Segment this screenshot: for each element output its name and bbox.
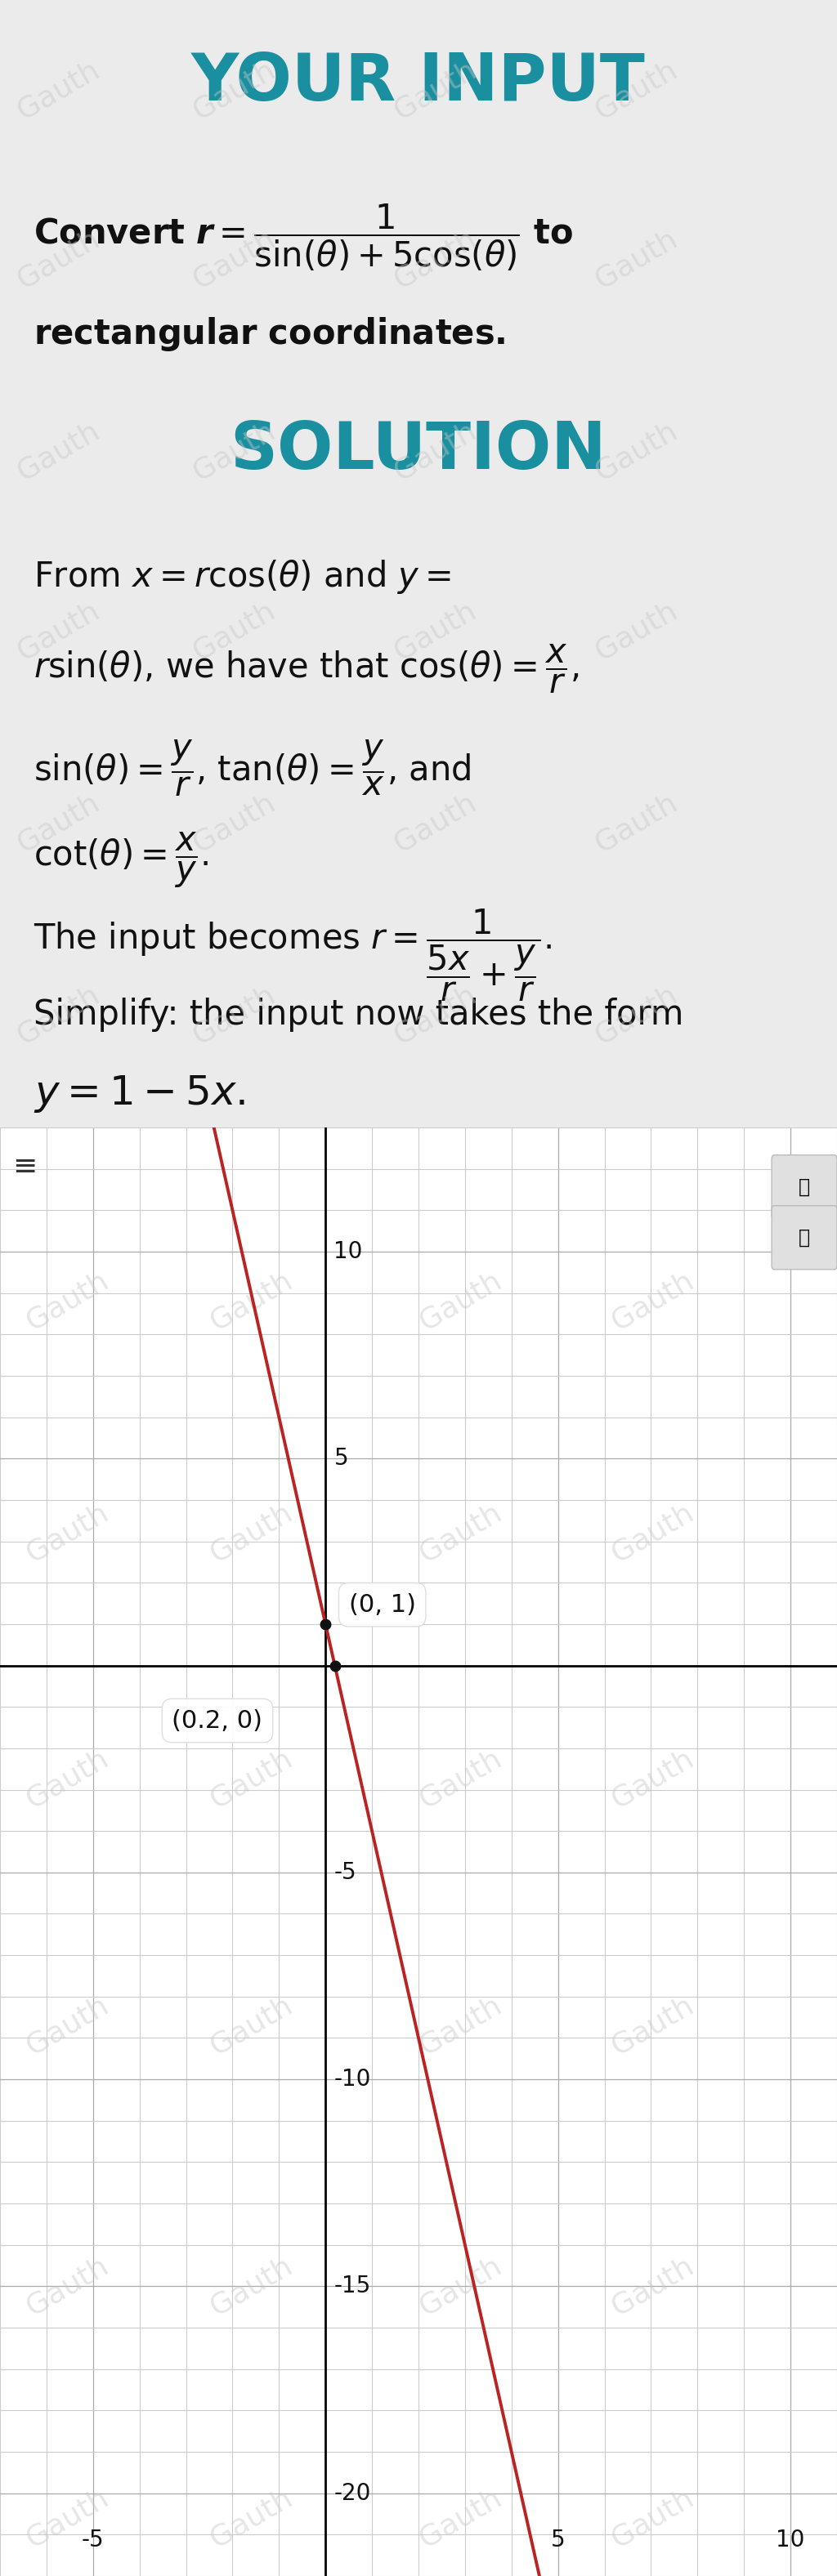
Text: Gauth: Gauth xyxy=(389,981,481,1048)
Text: Gauth: Gauth xyxy=(13,788,105,858)
Text: Gauth: Gauth xyxy=(389,417,481,484)
Text: Gauth: Gauth xyxy=(414,2251,506,2321)
Text: (0.2, 0): (0.2, 0) xyxy=(172,1708,263,1734)
Text: Simplify: the input now takes the form: Simplify: the input now takes the form xyxy=(33,997,684,1033)
Text: From $x = r\cos(\theta)$ and $y =$: From $x = r\cos(\theta)$ and $y =$ xyxy=(33,559,451,595)
Text: Gauth: Gauth xyxy=(590,598,682,665)
Text: 🏠: 🏠 xyxy=(798,1229,810,1247)
Text: The input becomes $r = \dfrac{1}{\dfrac{5x}{r}+\dfrac{y}{r}}$.: The input becomes $r = \dfrac{1}{\dfrac{… xyxy=(33,907,552,1002)
Text: Gauth: Gauth xyxy=(414,2483,506,2553)
Text: Gauth: Gauth xyxy=(205,1991,297,2061)
Text: Gauth: Gauth xyxy=(21,1499,113,1569)
Text: Gauth: Gauth xyxy=(607,1499,699,1569)
Text: Gauth: Gauth xyxy=(590,57,682,124)
FancyBboxPatch shape xyxy=(772,1154,837,1218)
Text: -20: -20 xyxy=(334,2481,371,2504)
Text: Gauth: Gauth xyxy=(21,2251,113,2321)
Text: Gauth: Gauth xyxy=(389,788,481,858)
Text: 10: 10 xyxy=(334,1239,362,1262)
Text: Gauth: Gauth xyxy=(205,1744,297,1814)
Text: Gauth: Gauth xyxy=(607,1744,699,1814)
Text: 5: 5 xyxy=(551,2527,565,2550)
Text: Gauth: Gauth xyxy=(607,2251,699,2321)
Text: -15: -15 xyxy=(334,2275,371,2298)
Text: Gauth: Gauth xyxy=(21,1267,113,1337)
Text: 10: 10 xyxy=(776,2527,805,2550)
Text: $\cot(\theta) = \dfrac{x}{y}$.: $\cot(\theta) = \dfrac{x}{y}$. xyxy=(33,832,208,889)
Text: Gauth: Gauth xyxy=(590,224,682,294)
Text: Gauth: Gauth xyxy=(188,598,280,665)
Text: Gauth: Gauth xyxy=(414,1267,506,1337)
Text: Gauth: Gauth xyxy=(13,598,105,665)
Text: Gauth: Gauth xyxy=(188,57,280,124)
Text: Gauth: Gauth xyxy=(607,2483,699,2553)
Text: Gauth: Gauth xyxy=(590,788,682,858)
Text: $y = 1 - 5x.$: $y = 1 - 5x.$ xyxy=(33,1074,245,1115)
Text: -5: -5 xyxy=(82,2527,105,2550)
Text: Gauth: Gauth xyxy=(389,598,481,665)
Text: Gauth: Gauth xyxy=(21,2483,113,2553)
Text: $\mathbf{rectangular\ coordinates.}$: $\mathbf{rectangular\ coordinates.}$ xyxy=(33,317,506,353)
Text: Gauth: Gauth xyxy=(13,224,105,294)
Text: 🔧: 🔧 xyxy=(798,1177,810,1198)
Text: 5: 5 xyxy=(334,1448,348,1471)
Text: $\mathbf{Convert}\ \boldsymbol{r} = \dfrac{1}{\sin(\theta)+5\cos(\theta)}\ \math: $\mathbf{Convert}\ \boldsymbol{r} = \dfr… xyxy=(33,204,573,273)
Text: (0, 1): (0, 1) xyxy=(349,1592,416,1618)
Text: Gauth: Gauth xyxy=(188,224,280,294)
Text: Gauth: Gauth xyxy=(13,417,105,484)
Text: Gauth: Gauth xyxy=(21,1744,113,1814)
Text: Gauth: Gauth xyxy=(389,224,481,294)
Text: Gauth: Gauth xyxy=(590,981,682,1048)
Text: Gauth: Gauth xyxy=(205,2251,297,2321)
Text: -10: -10 xyxy=(334,2069,371,2092)
Text: Gauth: Gauth xyxy=(205,1499,297,1569)
Text: Gauth: Gauth xyxy=(414,1991,506,2061)
Text: $\sin(\theta) = \dfrac{y}{r}$, $\tan(\theta) = \dfrac{y}{x}$, and: $\sin(\theta) = \dfrac{y}{r}$, $\tan(\th… xyxy=(33,739,471,799)
Text: Gauth: Gauth xyxy=(414,1499,506,1569)
Text: -5: -5 xyxy=(334,1860,357,1883)
Text: SOLUTION: SOLUTION xyxy=(230,420,607,484)
Text: Gauth: Gauth xyxy=(607,1991,699,2061)
FancyBboxPatch shape xyxy=(772,1206,837,1270)
Text: Gauth: Gauth xyxy=(188,981,280,1048)
Text: Gauth: Gauth xyxy=(13,981,105,1048)
Text: Gauth: Gauth xyxy=(414,1744,506,1814)
Text: ≡: ≡ xyxy=(13,1151,38,1180)
Text: Gauth: Gauth xyxy=(607,1267,699,1337)
Text: Gauth: Gauth xyxy=(590,417,682,484)
Text: Gauth: Gauth xyxy=(13,57,105,124)
Text: $r\sin(\theta)$, we have that $\cos(\theta) = \dfrac{x}{r}$,: $r\sin(\theta)$, we have that $\cos(\the… xyxy=(33,641,579,696)
Text: Gauth: Gauth xyxy=(188,417,280,484)
Text: Gauth: Gauth xyxy=(188,788,280,858)
Text: Gauth: Gauth xyxy=(389,57,481,124)
Text: Gauth: Gauth xyxy=(205,1267,297,1337)
Text: Gauth: Gauth xyxy=(205,2483,297,2553)
Text: Gauth: Gauth xyxy=(21,1991,113,2061)
Text: YOUR INPUT: YOUR INPUT xyxy=(192,52,645,113)
